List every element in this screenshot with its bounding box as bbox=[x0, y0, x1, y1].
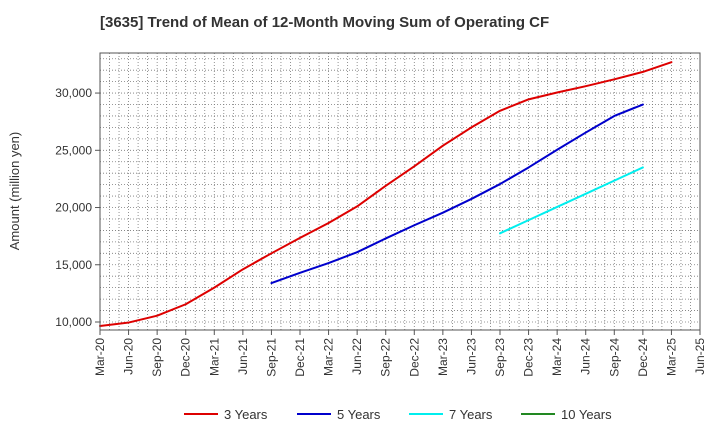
legend-label: 5 Years bbox=[337, 407, 381, 422]
x-tick-label: Dec-21 bbox=[293, 338, 307, 377]
x-tick-label: Jun-21 bbox=[236, 338, 250, 375]
x-tick-label: Mar-23 bbox=[436, 338, 450, 376]
x-tick-label: Mar-22 bbox=[322, 338, 336, 376]
x-tick-label: Sep-22 bbox=[379, 338, 393, 377]
chart-title: [3635] Trend of Mean of 12-Month Moving … bbox=[100, 14, 550, 31]
x-tick-label: Jun-24 bbox=[579, 338, 593, 375]
y-tick-label: 10,000 bbox=[55, 315, 92, 329]
series-layer bbox=[99, 61, 673, 327]
legend-label: 7 Years bbox=[449, 407, 493, 422]
x-tick-label: Sep-24 bbox=[607, 338, 621, 377]
x-tick-label: Mar-25 bbox=[664, 338, 678, 376]
x-tick-label: Sep-20 bbox=[150, 338, 164, 377]
x-tick-label: Mar-24 bbox=[550, 338, 564, 376]
x-tick-label: Dec-20 bbox=[179, 338, 193, 377]
x-tick-label: Dec-23 bbox=[522, 338, 536, 377]
y-tick-label: 30,000 bbox=[55, 86, 92, 100]
y-tick-label: 20,000 bbox=[55, 201, 92, 215]
x-tick-label: Jun-20 bbox=[122, 338, 136, 375]
x-tick-label: Sep-21 bbox=[264, 338, 278, 377]
x-tick-label: Mar-20 bbox=[93, 338, 107, 376]
x-tick-label: Sep-23 bbox=[493, 338, 507, 377]
series-line-7-years bbox=[499, 166, 644, 235]
legend: 3 Years 5 Years 7 Years 10 Years bbox=[184, 407, 612, 422]
x-tick-label: Jun-23 bbox=[464, 338, 478, 375]
series-line-5-years bbox=[270, 103, 644, 285]
x-tick-label: Jun-25 bbox=[693, 338, 707, 375]
plot-frame bbox=[99, 52, 701, 331]
x-tick-label: Mar-21 bbox=[207, 338, 221, 376]
y-tick-label: 15,000 bbox=[55, 258, 92, 272]
legend-label: 3 Years bbox=[224, 407, 268, 422]
x-tick-label: Dec-24 bbox=[636, 338, 650, 377]
x-tick-label: Jun-22 bbox=[350, 338, 364, 375]
y-tick-label: 25,000 bbox=[55, 143, 92, 157]
y-axis-title: Amount (million yen) bbox=[7, 132, 22, 251]
tick-layer: 10,000 15,000 20,000 25,000 30,000 Mar-20 Jun-… bbox=[55, 86, 707, 377]
grid-layer bbox=[100, 53, 700, 330]
series-line-3-years bbox=[99, 61, 673, 327]
x-tick-label: Dec-22 bbox=[407, 338, 421, 377]
legend-label: 10 Years bbox=[561, 407, 612, 422]
